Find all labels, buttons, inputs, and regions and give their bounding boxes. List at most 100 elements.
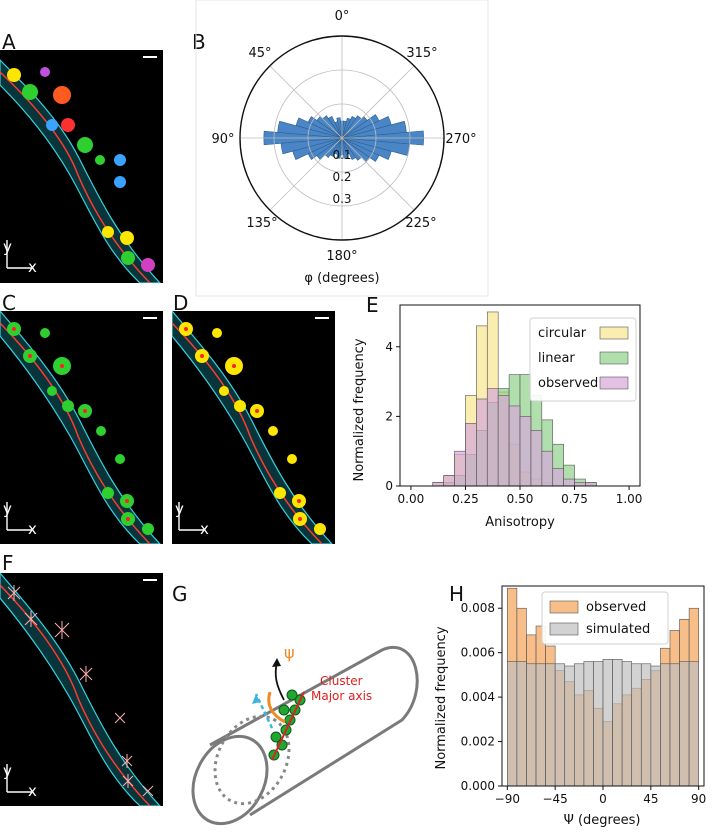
y-tick-label: 4 [385,340,393,354]
axis-x-label: x [28,782,37,800]
legend-swatch-linear [599,351,629,365]
axis-x-label: x [200,520,209,538]
angle-label-0: 0° [335,9,350,24]
micrograph-c [0,311,163,544]
hist-bar-simulated [526,663,537,787]
angle-label-45: 45° [248,46,271,61]
legend-label-observed: observed [586,600,646,615]
x-tick-label: −45 [542,792,567,806]
y-tick-label: 0.004 [461,690,495,704]
axis-x-label: x [28,258,37,276]
polar-spoke [341,65,415,139]
micrograph-d-canvas [172,311,333,544]
x-tick-label: 1.00 [616,492,643,506]
legend-label-linear: linear [538,351,575,366]
cluster-centers [184,327,302,521]
hist-bar-simulated [612,659,623,787]
cluster [120,231,134,245]
polar-bar [307,137,343,160]
x-tick-label: 90 [691,792,706,806]
y-tick-label: 0.000 [461,779,495,793]
panel-letter-c: C [2,291,16,315]
legend-swatch-simulated [549,622,579,636]
legend-label-circular: circular [538,326,587,341]
micrograph-a [0,50,163,283]
cluster-centers [12,327,130,521]
angle-label-225: 225° [405,216,436,231]
panel-letter-e: E [366,293,379,317]
hist-bar-observed [508,405,521,487]
rotation-arrow [274,661,285,701]
x-tick-label: 0.50 [507,492,534,506]
polar-frame [195,0,489,297]
hist-bar-simulated [631,663,642,787]
hist-bar-simulated [602,659,613,787]
cluster [40,67,50,77]
hist-bar-simulated [573,663,585,787]
hist-bar-simulated [545,663,556,787]
x-tick-label: 0 [599,792,607,806]
cylinder-end [191,734,269,826]
hist-bar-observed [443,475,455,487]
y-tick-label: 0.002 [461,735,495,749]
cluster [114,154,126,166]
polar-bar [336,137,343,159]
h-legend: observed simulated [541,591,669,645]
major-axis-label: Major axis [311,689,372,703]
hist-bar-observed [563,478,575,487]
axis-x-label: x [28,520,37,538]
micrograph-c-canvas [0,311,161,544]
y-tick-label: 0.006 [461,646,495,660]
x-tick-label: −90 [495,792,520,806]
axis-glyph-d: y x [175,500,209,538]
panel-letter-a: A [2,30,16,54]
axis-y-label: y [3,500,12,518]
polar-plot: 0° 45° 315° 90° 270° 135° 225° 180° 0.1 … [195,0,489,297]
cluster [46,119,58,131]
panel-letter-h: H [449,582,465,606]
e-bars [432,311,597,487]
dendrite-outline [0,59,161,283]
cluster [7,68,21,82]
hist-bar-observed [454,450,466,487]
polar-bars [263,114,424,163]
hist-bar-observed [519,416,532,487]
x-tick-label: 0.00 [398,492,425,506]
micrograph-d [172,311,335,544]
polar-bar [341,116,392,139]
polar-bar [341,116,357,139]
hist-bar-simulated [669,663,680,787]
cluster [102,226,114,238]
y-tick-label: 0.008 [461,601,495,615]
scale-bar [143,317,157,319]
anisotropy-chart: 0.00 0.25 0.50 0.75 1.00 0 2 4 circular linear ob… [352,304,643,530]
y-tick-label: 0 [385,479,393,493]
legend-swatch-circular [599,326,629,340]
angle-label-135: 135° [246,216,277,231]
polar-bar [341,117,352,139]
e-axes: 0.00 0.25 0.50 0.75 1.00 0 2 4 [385,304,643,506]
hist-bar-observed [530,430,543,487]
h-axes: −90 −45 0 45 90 0.000 0.002 0.004 0.006 0.008 [461,585,706,806]
hist-bar-simulated [583,661,594,787]
polar-bar [329,137,343,157]
normal-arrow-head [252,694,260,704]
psi-label: ψ [284,643,295,662]
micrograph-a-canvas [0,56,161,283]
hist-bar-observed [574,482,586,487]
hist-bar-observed [476,398,488,487]
major-axis-line [271,691,305,761]
polar-grid [239,35,445,241]
radial-label-0.3: 0.3 [332,192,351,206]
panel-letter-f: F [2,551,14,575]
hist-bar-simulated [535,663,546,787]
psi-arc [267,691,286,724]
scale-bar [315,317,329,319]
axis-glyph-a: y x [3,238,37,276]
hist-bar-observed [497,395,510,487]
hist-bar-observed [585,482,597,487]
h-ylabel: Normalized frequency [434,626,449,769]
polar-outer-ring [239,35,445,241]
cylinder-cross-section [213,714,291,806]
hist-bar-simulated [554,663,566,787]
